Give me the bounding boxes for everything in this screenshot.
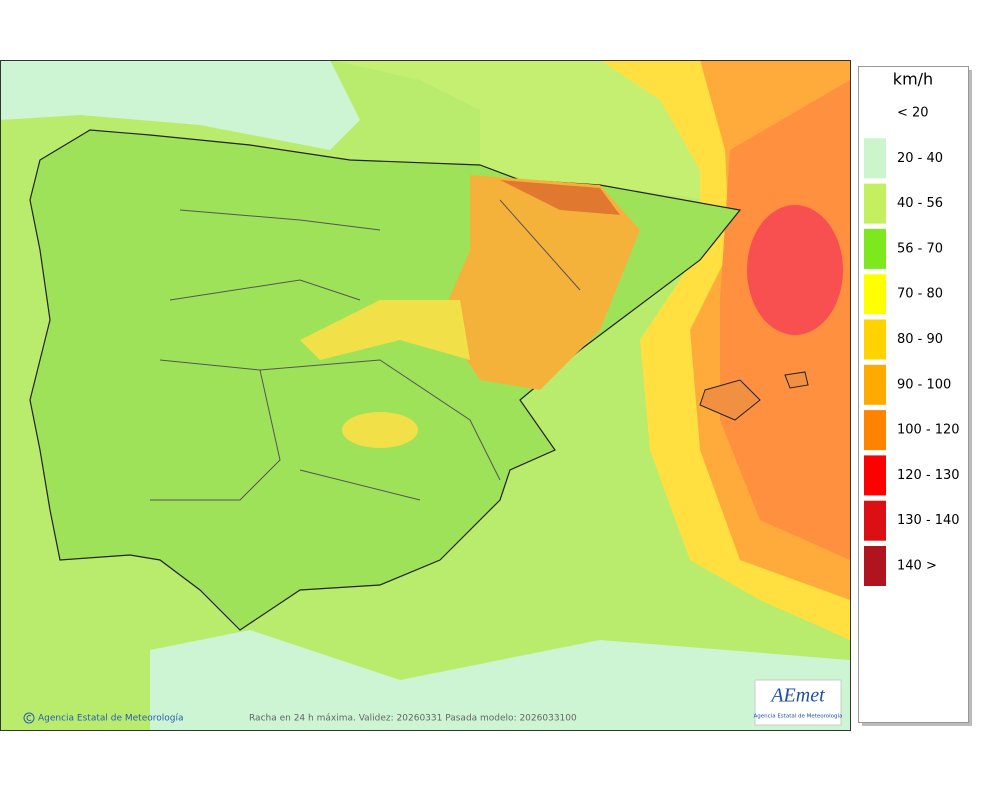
legend-title: km/h — [893, 70, 933, 89]
legend-swatch — [864, 410, 886, 451]
map: Agencia Estatal de Meteorología Racha en… — [0, 60, 851, 731]
legend-label: 90 - 100 — [897, 377, 951, 392]
legend-swatch — [864, 455, 886, 496]
legend-swatch — [864, 546, 886, 586]
legend-label: 120 - 130 — [897, 468, 960, 483]
central-yellow — [300, 300, 470, 360]
legend-label: 100 - 120 — [897, 423, 960, 438]
logo-subtitle: Agencia Estatal de Meteorología — [754, 713, 843, 720]
caption: Racha en 24 h máxima. Validez: 20260331 … — [249, 714, 577, 724]
logo-box — [754, 679, 842, 726]
legend-label: < 20 — [897, 106, 929, 121]
legend-label: 56 - 70 — [897, 241, 943, 256]
legend-label: 70 - 80 — [897, 287, 943, 302]
lamancha-yellow — [342, 412, 418, 448]
legend-label: 20 - 40 — [897, 151, 943, 166]
legend-swatch — [864, 274, 886, 315]
legend-label: 130 - 140 — [897, 513, 960, 528]
africa — [150, 630, 850, 730]
legend-swatch — [864, 319, 886, 360]
legend-label: 40 - 56 — [897, 196, 943, 211]
credit: Agencia Estatal de Meteorología — [38, 714, 184, 724]
copyright-icon — [23, 712, 35, 724]
pyrenees-strong — [500, 180, 620, 215]
legend-swatch — [864, 364, 886, 405]
logo-title: AEmet — [769, 685, 825, 707]
menorca — [784, 371, 809, 389]
aragon-strong — [440, 175, 640, 390]
legend-swatch — [864, 228, 886, 269]
legend-swatch — [864, 183, 886, 224]
region-borders — [150, 199, 581, 501]
legend-label: 80 - 90 — [897, 332, 943, 347]
mallorca — [699, 379, 761, 421]
legend-label: 140 > — [897, 559, 937, 574]
copyright-icon — [26, 715, 32, 721]
legend-swatch — [864, 138, 886, 179]
map-frame — [0, 60, 851, 731]
biscay-calm — [0, 60, 360, 150]
legend-swatch — [864, 500, 886, 541]
gust-max — [747, 205, 843, 335]
